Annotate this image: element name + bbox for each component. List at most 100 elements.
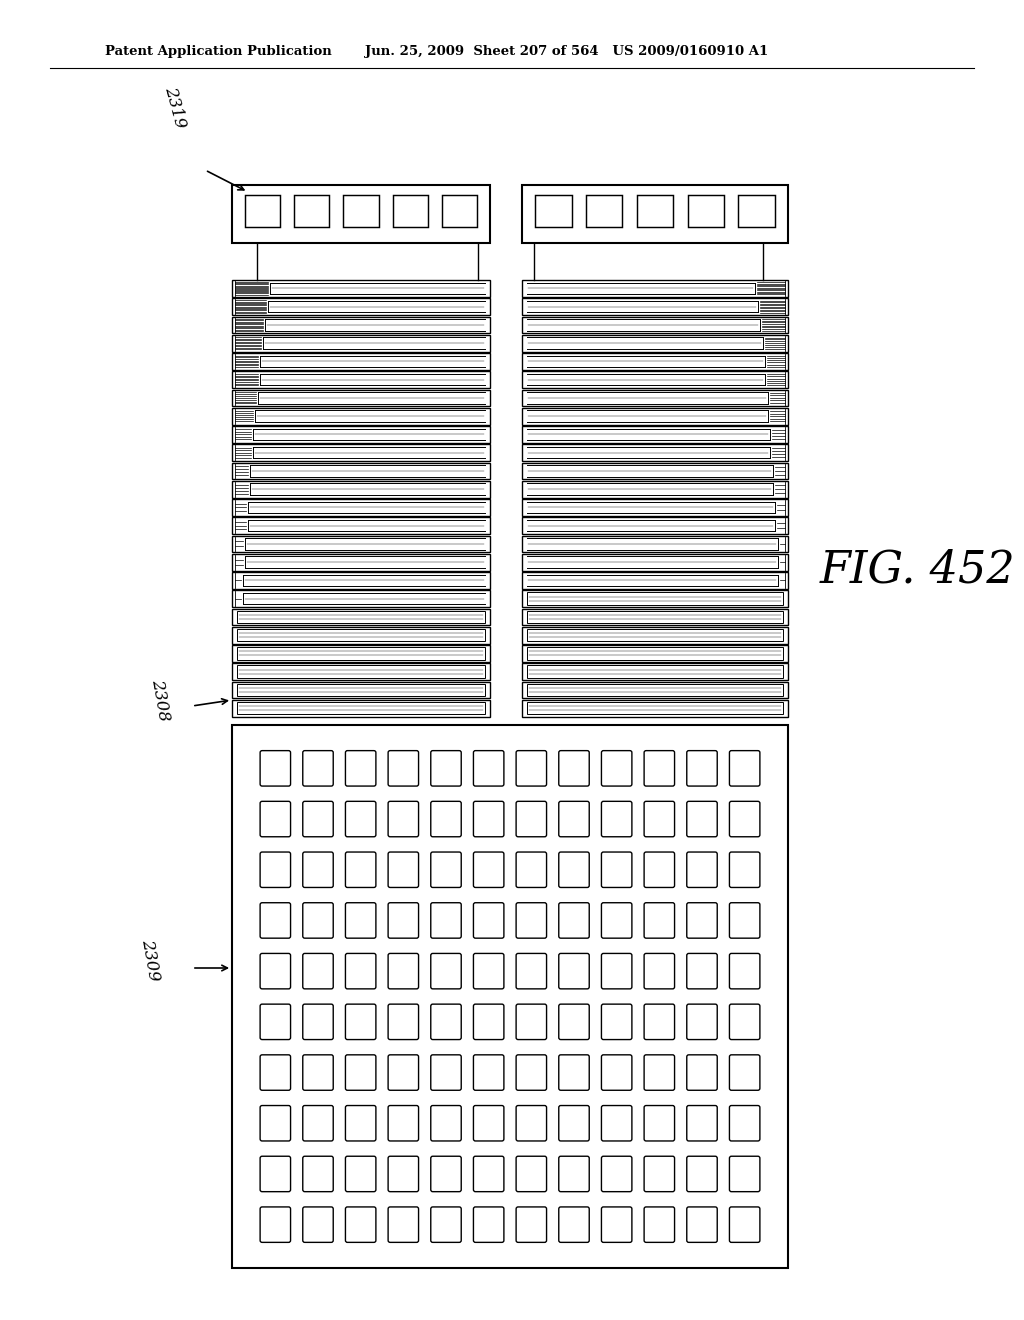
FancyBboxPatch shape [473,1156,504,1192]
FancyBboxPatch shape [516,751,547,787]
FancyBboxPatch shape [303,1055,333,1090]
Bar [237,665,485,678]
FancyBboxPatch shape [687,1206,717,1242]
FancyBboxPatch shape [431,801,461,837]
FancyBboxPatch shape [644,903,675,939]
Bar [232,609,490,626]
FancyBboxPatch shape [729,1156,760,1192]
FancyBboxPatch shape [601,1055,632,1090]
Bar [232,645,490,661]
Bar [232,536,490,552]
FancyBboxPatch shape [559,1156,589,1192]
Bar [232,663,490,680]
FancyBboxPatch shape [431,1206,461,1242]
FancyBboxPatch shape [345,953,376,989]
Bar [232,499,490,516]
FancyBboxPatch shape [687,801,717,837]
FancyBboxPatch shape [260,801,291,837]
Bar [586,195,623,227]
Bar [527,593,783,605]
FancyBboxPatch shape [601,1156,632,1192]
FancyBboxPatch shape [345,1206,376,1242]
Bar [232,335,490,351]
FancyBboxPatch shape [431,903,461,939]
Bar [442,195,477,227]
FancyBboxPatch shape [516,1055,547,1090]
FancyBboxPatch shape [345,1156,376,1192]
FancyBboxPatch shape [345,903,376,939]
Bar [522,317,788,333]
Bar [232,725,788,1269]
Bar [522,352,788,370]
Bar [522,445,788,461]
Bar [237,684,485,696]
FancyBboxPatch shape [644,801,675,837]
FancyBboxPatch shape [303,851,333,887]
FancyBboxPatch shape [473,1106,504,1140]
Bar [536,195,571,227]
Bar [522,681,788,698]
FancyBboxPatch shape [559,751,589,787]
FancyBboxPatch shape [303,801,333,837]
FancyBboxPatch shape [601,1005,632,1040]
FancyBboxPatch shape [729,801,760,837]
FancyBboxPatch shape [303,1005,333,1040]
FancyBboxPatch shape [601,751,632,787]
FancyBboxPatch shape [260,903,291,939]
FancyBboxPatch shape [473,1055,504,1090]
Bar [522,408,788,425]
FancyBboxPatch shape [345,1106,376,1140]
Bar [232,445,490,461]
Bar [522,499,788,516]
FancyBboxPatch shape [729,851,760,887]
FancyBboxPatch shape [601,953,632,989]
FancyBboxPatch shape [559,1206,589,1242]
Bar [232,280,490,297]
Bar [522,426,788,442]
FancyBboxPatch shape [516,1156,547,1192]
FancyBboxPatch shape [388,801,419,837]
FancyBboxPatch shape [644,1156,675,1192]
FancyBboxPatch shape [260,1005,291,1040]
FancyBboxPatch shape [644,1206,675,1242]
Bar [522,185,788,243]
FancyBboxPatch shape [559,1106,589,1140]
FancyBboxPatch shape [601,801,632,837]
Bar [237,647,485,660]
Bar [392,195,428,227]
FancyBboxPatch shape [388,851,419,887]
FancyBboxPatch shape [729,1005,760,1040]
Bar [522,627,788,644]
Bar [232,371,490,388]
Bar [527,684,783,696]
FancyBboxPatch shape [601,851,632,887]
FancyBboxPatch shape [729,1106,760,1140]
FancyBboxPatch shape [388,751,419,787]
FancyBboxPatch shape [260,1206,291,1242]
FancyBboxPatch shape [431,1055,461,1090]
FancyBboxPatch shape [303,1156,333,1192]
Bar [522,645,788,661]
Text: 2308: 2308 [147,677,172,722]
FancyBboxPatch shape [559,1055,589,1090]
Bar [527,647,783,660]
FancyBboxPatch shape [644,1055,675,1090]
Bar [294,195,330,227]
FancyBboxPatch shape [388,1055,419,1090]
Bar [527,702,783,714]
FancyBboxPatch shape [260,751,291,787]
Bar [522,280,788,297]
FancyBboxPatch shape [431,1106,461,1140]
Bar [232,352,490,370]
Text: FIG. 452: FIG. 452 [820,548,1016,591]
FancyBboxPatch shape [388,1106,419,1140]
Bar [522,462,788,479]
Bar [232,426,490,442]
FancyBboxPatch shape [729,1206,760,1242]
FancyBboxPatch shape [431,1005,461,1040]
FancyBboxPatch shape [729,903,760,939]
FancyBboxPatch shape [473,903,504,939]
FancyBboxPatch shape [345,1005,376,1040]
FancyBboxPatch shape [388,1206,419,1242]
FancyBboxPatch shape [687,1055,717,1090]
